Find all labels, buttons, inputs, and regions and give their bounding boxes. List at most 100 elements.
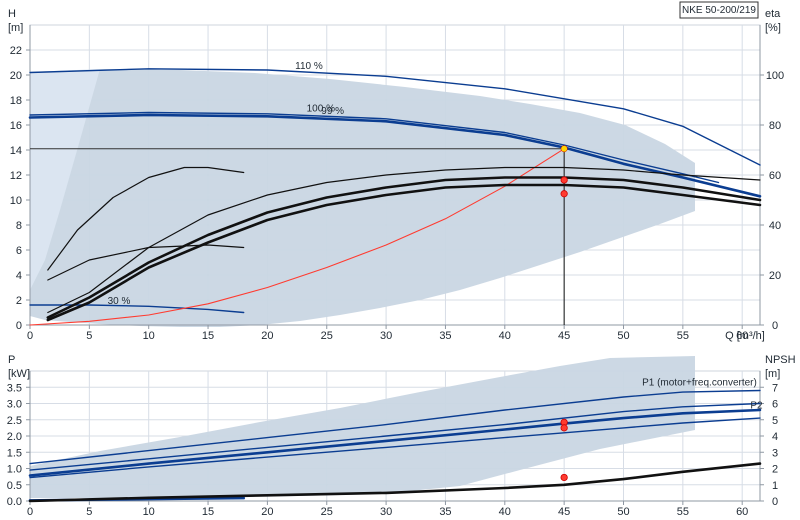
right-y-tick-label: 0 bbox=[772, 496, 778, 508]
left-y-tick-label: 3.5 bbox=[7, 382, 22, 394]
x-tick-label: 5 bbox=[86, 506, 92, 518]
chart-title-box bbox=[679, 1, 759, 19]
x-tick-label: 30 bbox=[380, 330, 392, 342]
right-axis-title-line-2: [%] bbox=[765, 22, 781, 34]
x-tick-label: 20 bbox=[261, 506, 273, 518]
head_110-line bbox=[29, 68, 761, 166]
left-y-tick-label: 4 bbox=[16, 270, 22, 282]
right-axis-title-line-1: eta bbox=[765, 8, 781, 20]
x-tick-label: 40 bbox=[499, 330, 511, 342]
power-npsh-chart: 0 5 10 15 20 25 30 35 40 45 50 55 600.00.51.01.52.02… bbox=[7, 354, 796, 518]
right-y-tick-label: 1 bbox=[772, 480, 778, 492]
x-tick-label: 20 bbox=[261, 330, 273, 342]
left-y-tick-label: 20 bbox=[10, 70, 22, 82]
right-y-tick-label: 7 bbox=[772, 382, 778, 394]
eta_main_1-line bbox=[46, 176, 762, 319]
right-y-tick-label: 3 bbox=[772, 447, 778, 459]
x-tick-label: 55 bbox=[677, 506, 689, 518]
x-tick-label: 60 bbox=[736, 330, 748, 342]
x-tick-label: 5 bbox=[86, 330, 92, 342]
x-tick-label: 30 bbox=[380, 506, 392, 518]
x-axis-title: Q [m³/h] bbox=[725, 330, 765, 342]
x-tick-label: 45 bbox=[558, 330, 570, 342]
left-y-tick-label: 0.5 bbox=[7, 480, 22, 492]
head_99-line bbox=[29, 111, 720, 184]
right-y-tick-label: 4 bbox=[772, 431, 778, 443]
duty_eta_2-point bbox=[560, 190, 568, 198]
annotation-0: 110 % bbox=[295, 61, 323, 72]
head-efficiency-chart: 0 5 10 15 20 25 30 35 40 45 50 55 60 0 2 4 6 8 10 12 14 16 18 2… bbox=[8, 1, 784, 342]
right-y-tick-label: 6 bbox=[772, 399, 778, 411]
left-y-tick-label: 2 bbox=[16, 295, 22, 307]
left-y-tick-label: 0.0 bbox=[7, 496, 22, 508]
x-tick-label: 55 bbox=[677, 330, 689, 342]
annotation-2: 99 % bbox=[321, 106, 344, 117]
left-axis-title-line-2: [m] bbox=[8, 22, 23, 34]
eta_main_2-line bbox=[46, 183, 762, 322]
right-axis-title-line-1: NPSH bbox=[765, 354, 796, 366]
annotation-0: P1 (motor+freq.converter) bbox=[642, 378, 757, 389]
duty_NPSH-point bbox=[560, 473, 568, 482]
right-y-tick-label: 100 bbox=[766, 70, 784, 82]
left-y-tick-label: 18 bbox=[10, 95, 22, 107]
x-tick-label: 10 bbox=[143, 330, 155, 342]
x-tick-label: 50 bbox=[617, 330, 629, 342]
left-y-tick-label: 16 bbox=[10, 120, 22, 132]
P2_main-line bbox=[28, 408, 762, 477]
left-y-tick-label: 1.0 bbox=[7, 464, 22, 476]
annotation-1: 100 % bbox=[307, 103, 335, 114]
P1_mid-line bbox=[29, 402, 761, 471]
annotation-1: P2 bbox=[750, 400, 763, 411]
left-y-tick-label: 3.0 bbox=[7, 399, 22, 411]
x-tick-label: 0 bbox=[27, 506, 33, 518]
x-tick-label: 25 bbox=[321, 506, 333, 518]
right-y-tick-label: 40 bbox=[769, 220, 781, 232]
duty_P2-point bbox=[560, 424, 568, 432]
right-y-tick-label: 2 bbox=[772, 464, 778, 476]
x-tick-label: 45 bbox=[558, 506, 570, 518]
x-tick-label: 15 bbox=[202, 506, 214, 518]
head_30-line bbox=[29, 304, 245, 314]
left-axis-title-line-1: H bbox=[8, 8, 16, 20]
system_curve-line bbox=[29, 148, 565, 326]
x-tick-label: 15 bbox=[202, 330, 214, 342]
eta_early-line bbox=[47, 166, 245, 271]
P1_upper-line bbox=[29, 389, 761, 465]
right-y-tick-label: 5 bbox=[772, 415, 778, 427]
left-y-tick-label: 14 bbox=[10, 145, 22, 157]
left-y-tick-label: 10 bbox=[10, 195, 22, 207]
right-y-tick-label: 0 bbox=[772, 320, 778, 332]
left-axis-title-line-2: [kW] bbox=[8, 368, 30, 380]
head-shade-light bbox=[30, 69, 100, 290]
x-tick-label: 35 bbox=[439, 506, 451, 518]
left-y-tick-label: 6 bbox=[16, 245, 22, 257]
right-y-tick-label: 20 bbox=[769, 270, 781, 282]
NPSH-line bbox=[28, 462, 762, 503]
left-y-tick-label: 2.5 bbox=[7, 415, 22, 427]
left-y-tick-label: 8 bbox=[16, 220, 22, 232]
right-axis-title-line-2: [m] bbox=[765, 368, 780, 380]
left-y-tick-label: 0 bbox=[16, 320, 22, 332]
left-y-tick-label: 2.0 bbox=[7, 431, 22, 443]
x-tick-label: 10 bbox=[143, 506, 155, 518]
annotation-3: 30 % bbox=[108, 296, 131, 307]
x-tick-label: 50 bbox=[617, 506, 629, 518]
left-y-tick-label: 12 bbox=[10, 170, 22, 182]
right-y-tick-label: 80 bbox=[769, 120, 781, 132]
x-tick-label: 40 bbox=[499, 506, 511, 518]
x-tick-label: 25 bbox=[321, 330, 333, 342]
duty_eta_1-point bbox=[560, 176, 568, 184]
chart-title: NKE 50-200/219 bbox=[682, 5, 756, 16]
x-tick-label: 35 bbox=[439, 330, 451, 342]
duty_head-point bbox=[560, 145, 568, 153]
right-y-tick-label: 60 bbox=[769, 170, 781, 182]
x-tick-label: 60 bbox=[736, 506, 748, 518]
eta_low-line bbox=[47, 244, 245, 281]
left-axis-title-line-1: P bbox=[8, 354, 15, 366]
left-y-tick-label: 22 bbox=[10, 45, 22, 57]
x-tick-label: 0 bbox=[27, 330, 33, 342]
left-y-tick-label: 1.5 bbox=[7, 447, 22, 459]
P2_low-line bbox=[29, 417, 761, 479]
